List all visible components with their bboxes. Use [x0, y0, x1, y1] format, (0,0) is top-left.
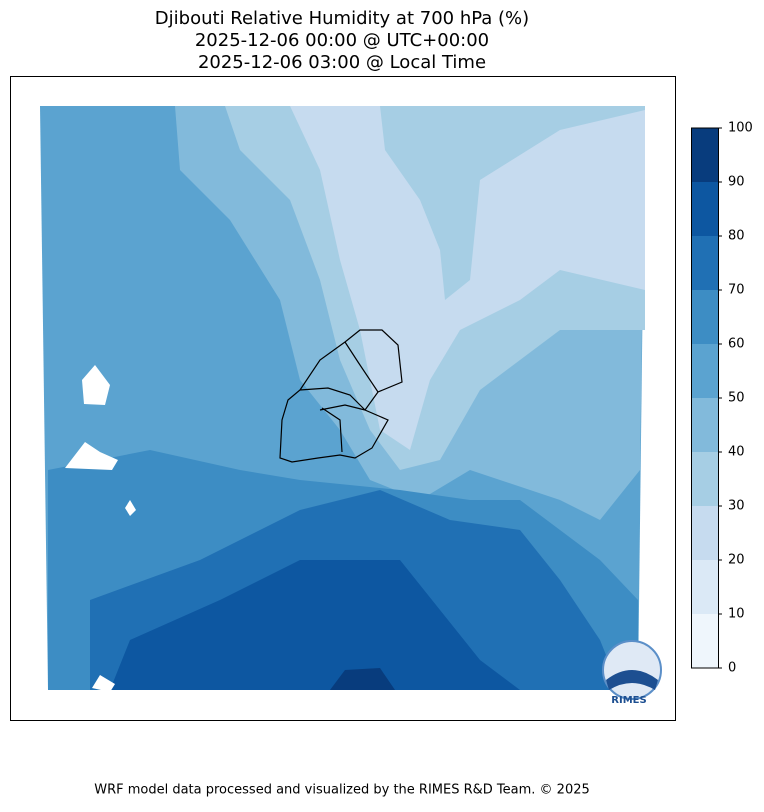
colorbar: 0 10 20 30 40 50 60 70 80 90 100	[691, 121, 753, 676]
colorbar-tick-label: 60	[728, 337, 745, 352]
plot-frame	[10, 76, 676, 721]
chart-subtitle: 2025-12-06 03:00 @ Local Time	[198, 52, 486, 73]
colorbar-tick-label: 90	[728, 175, 745, 190]
colorbar-tick-label: 50	[728, 391, 745, 406]
contour-band	[110, 560, 520, 690]
contour-band	[290, 106, 645, 450]
colorbar-tick-label: 70	[728, 283, 745, 298]
colorbar-segment	[691, 128, 718, 182]
colorbar-segment	[691, 182, 718, 236]
logo-text: RIMES	[611, 695, 646, 706]
colorbar-segment	[691, 452, 718, 506]
colorbar-segment	[691, 506, 718, 560]
colorbar-tick-label: 40	[728, 445, 745, 460]
colorbar-tick-label: 0	[728, 661, 736, 676]
colorbar-segment	[691, 344, 718, 398]
colorbar-segment	[691, 290, 718, 344]
contour-band	[330, 668, 395, 690]
footer: WRF model data processed and visualized …	[94, 783, 590, 798]
chart-title: Djibouti Relative Humidity at 700 hPa (%…	[155, 8, 529, 29]
colorbar-tick-label: 20	[728, 553, 745, 568]
colorbar-tick-label: 100	[728, 121, 753, 136]
colorbar-tick-label: 10	[728, 607, 745, 622]
colorbar-segment	[691, 560, 718, 614]
country-border	[279, 329, 403, 463]
missing-data	[65, 365, 136, 692]
map	[40, 106, 645, 692]
colorbar-segment	[691, 614, 718, 668]
colorbar-segment	[691, 236, 718, 290]
logo: RIMES	[602, 640, 662, 706]
logo-wave	[606, 670, 658, 690]
chart-subtitle: 2025-12-06 00:00 @ UTC+00:00	[195, 30, 489, 51]
colorbar-tick-label: 80	[728, 229, 745, 244]
colorbar-segment	[691, 398, 718, 452]
colorbar-tick-label: 30	[728, 499, 745, 514]
